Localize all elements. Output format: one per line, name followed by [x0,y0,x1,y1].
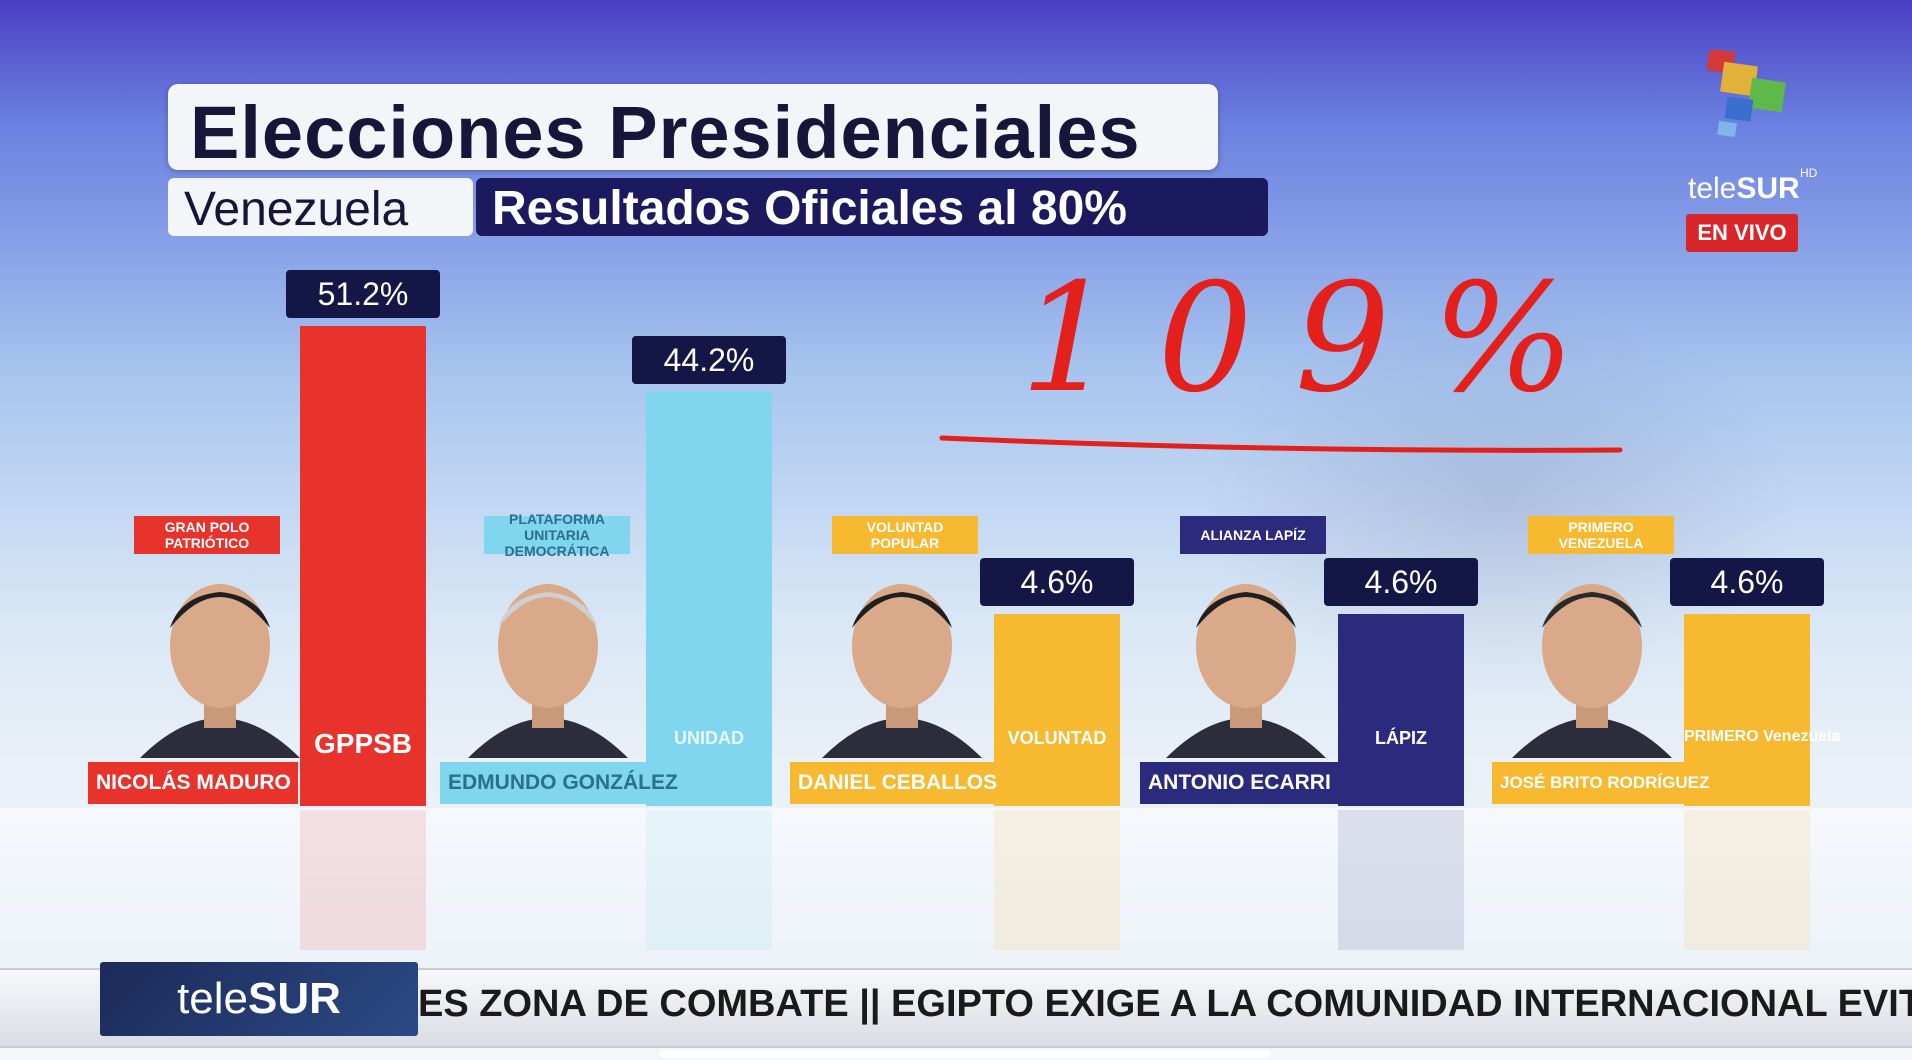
candidate-photo [822,584,982,758]
candidate-name: ANTONIO ECARRI [1140,762,1352,804]
value-label: 4.6% [1324,558,1478,606]
candidate-name: DANIEL CEBALLOS [790,762,1002,804]
value-label: 51.2% [286,270,440,318]
title-panel [168,84,1218,170]
reflection-floor [0,808,1912,968]
candidate-photo [1166,584,1326,758]
bar-party-logo: PRIMERO Venezuela [1684,728,1841,745]
subtitle-panel [476,178,1268,236]
ticker-logo: teleSUR [100,962,418,1036]
bar-1 [300,326,426,806]
candidate-photo [1512,584,1672,758]
party-label: VOLUNTAD POPULAR [832,516,978,554]
party-label: PLATAFORMA UNITARIA DEMOCRÁTICA [484,511,630,559]
candidate-photo [468,584,628,758]
value-label: 4.6% [980,558,1134,606]
value-label: 4.6% [1670,558,1824,606]
page-title: Elecciones Presidenciales [190,91,1141,174]
country-panel [168,178,473,236]
live-badge: EN VIVO [1686,214,1798,252]
telesur-logo-icon [1706,50,1786,138]
handwritten-annotation: 109% [939,260,1623,453]
candidate-photo [140,584,300,758]
party-label: ALIANZA LAPÍZ [1180,516,1326,554]
party-label: PRIMERO VENEZUELA [1528,516,1674,554]
candidate-name: EDMUNDO GONZÁLEZ [440,762,678,804]
telesur-wordmark-bold: SUR [1736,172,1800,205]
bar-reflection [1684,810,1810,950]
bar-4 [1338,614,1464,806]
bar-party-logo: GPPSB [313,728,413,759]
telesur-wordmark: teleSUR [1688,172,1800,206]
bar-reflection [646,810,772,950]
value-label: 44.2% [632,335,786,384]
party-label: GRAN POLO PATRIÓTICO [134,516,280,554]
home-indicator[interactable] [660,1050,1270,1058]
ticker-logo-light: tele [177,974,249,1023]
annotation-underline [939,435,1623,453]
candidate-name: JOSÉ BRITO RODRÍGUEZ [1492,762,1714,804]
candidate-name: NICOLÁS MADURO [88,762,298,804]
bar-reflection [994,810,1120,950]
subtitle-label: Resultados Oficiales al 80% [492,182,1127,235]
country-label: Venezuela [184,183,409,236]
ticker-text: ES ZONA DE COMBATE || EGIPTO EXIGE A LA … [418,983,1912,1025]
annotation-text: 109% [1020,260,1617,426]
bar-party-logo: VOLUNTAD [1007,728,1107,748]
bar-2 [646,391,772,806]
bar-3 [994,614,1120,806]
bar-party-logo: UNIDAD [674,728,744,748]
ticker-logo-bold: SUR [248,974,341,1023]
bar-reflection [1338,810,1464,950]
hd-badge: HD [1800,166,1818,180]
bar-party-logo: LÁPIZ [1375,728,1427,748]
bar-reflection [300,810,426,950]
telesur-wordmark-light: tele [1688,172,1737,205]
